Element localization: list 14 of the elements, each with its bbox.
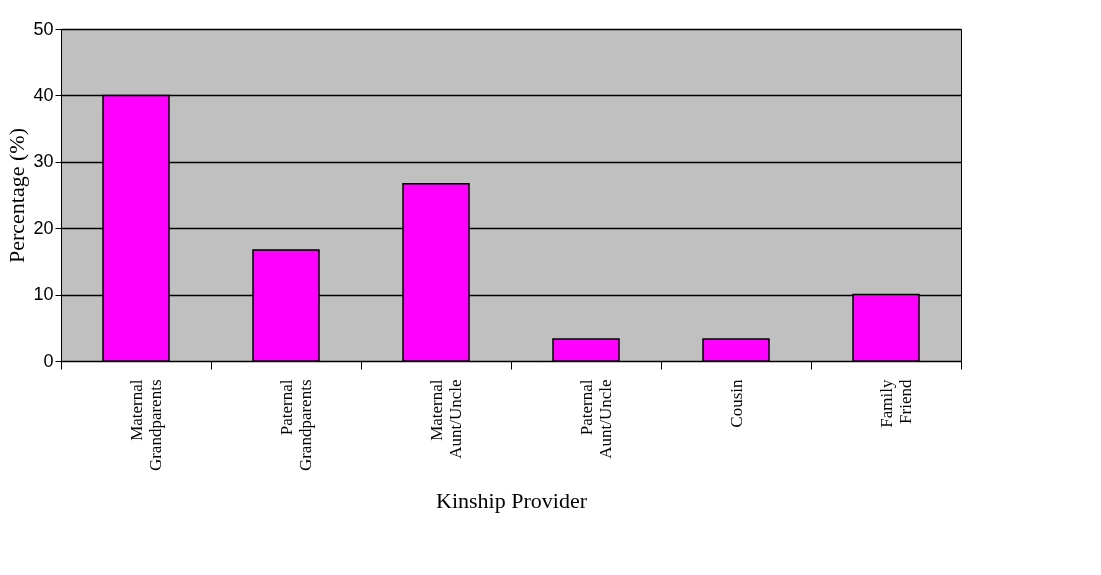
x-tick-label: Paternal Grandparents — [276, 379, 315, 472]
y-tick-label: 50 — [33, 18, 54, 39]
y-tick-label: 30 — [33, 151, 54, 172]
x-axis-title: Kinship Provider — [436, 488, 588, 514]
y-tick-label: 10 — [33, 284, 54, 305]
y-tick-label: 0 — [43, 350, 54, 371]
y-axis-title: Percentage (%) — [4, 128, 30, 263]
x-tick-label: Cousin — [726, 379, 746, 428]
x-tick-label: Paternal Aunt/Uncle — [576, 379, 615, 459]
y-tick-label: 20 — [33, 217, 54, 238]
x-tick-label: Family Friend — [876, 379, 915, 428]
y-tick-label: 40 — [33, 84, 54, 105]
x-tick-label: Maternal Aunt/Uncle — [426, 379, 465, 459]
x-tick-label: Maternal Grandparents — [126, 379, 165, 472]
